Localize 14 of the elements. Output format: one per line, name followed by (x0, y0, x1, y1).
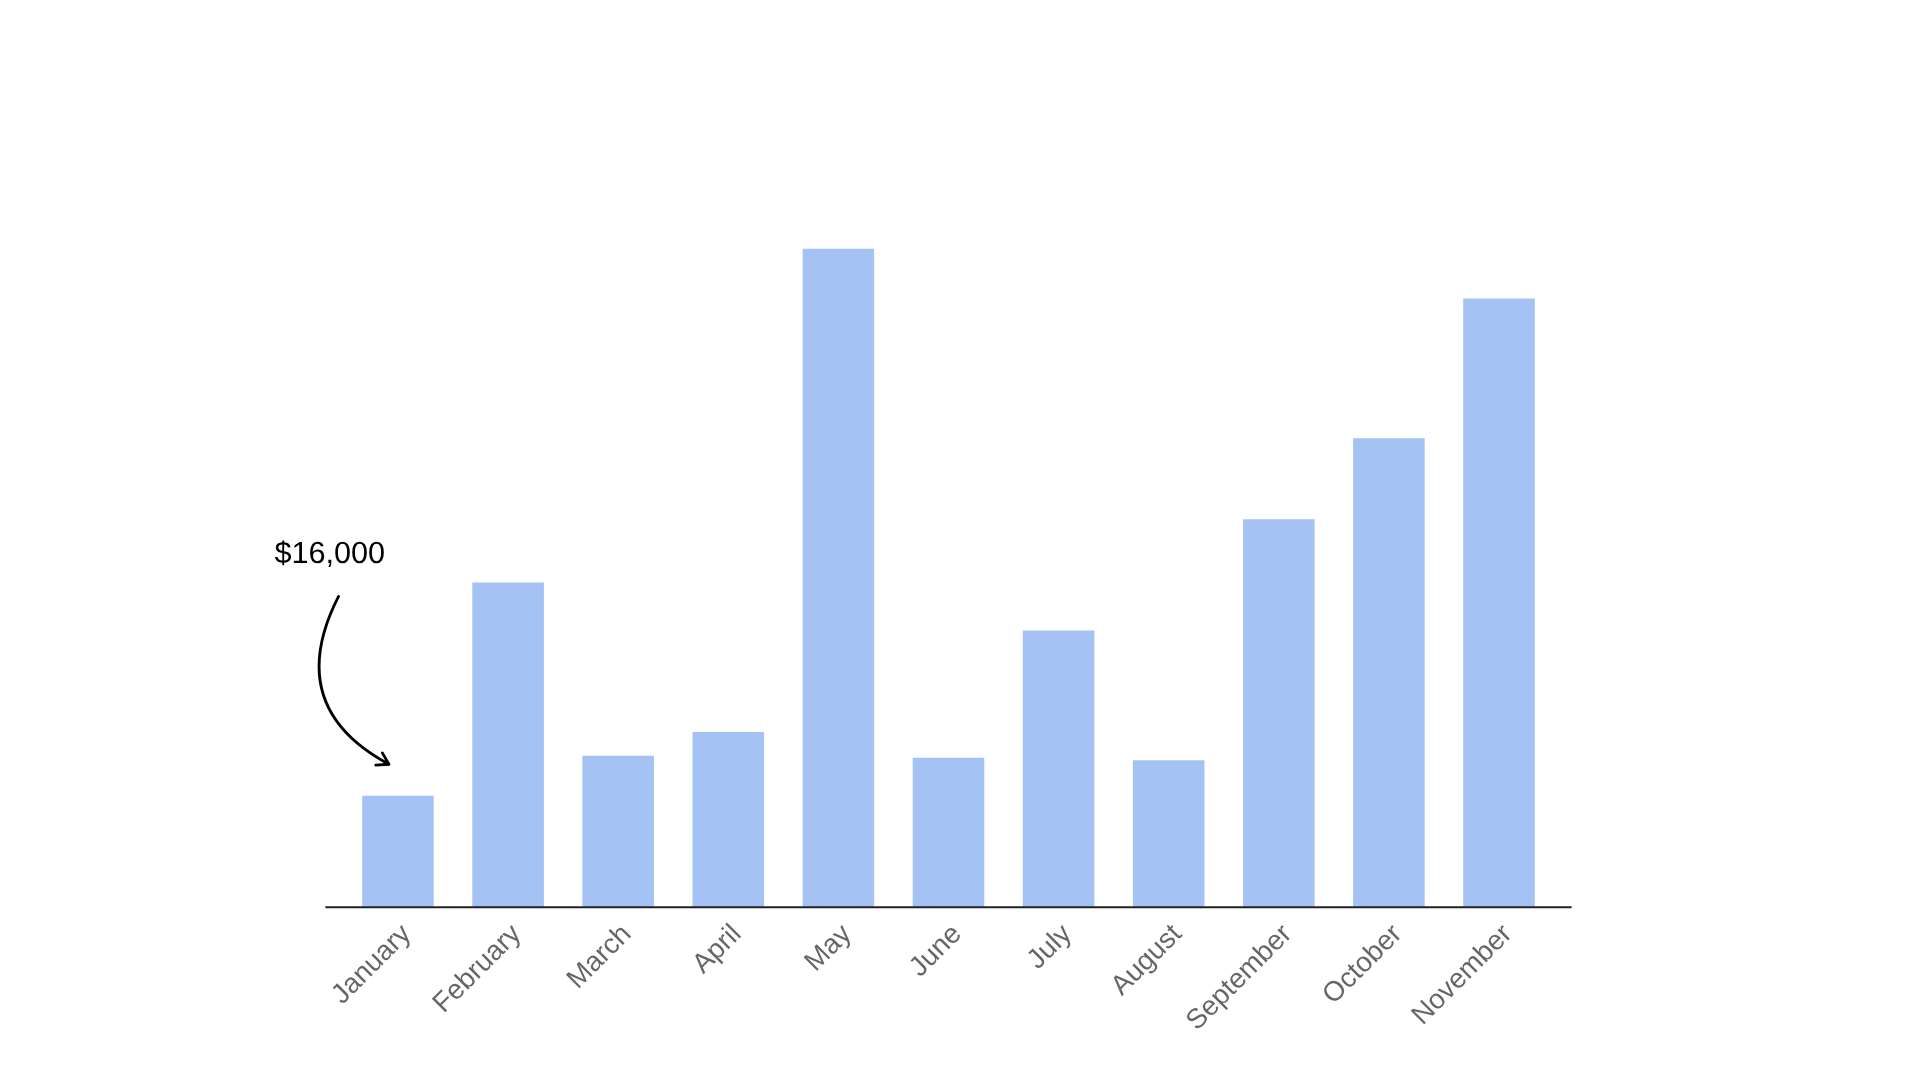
x-tick-label: July (1023, 921, 1077, 975)
bar (362, 795, 434, 908)
bar (1022, 630, 1095, 908)
bar (582, 755, 654, 908)
bar (802, 248, 875, 908)
x-tick-label: May (803, 921, 857, 975)
bar (912, 757, 985, 908)
bar (1353, 438, 1425, 908)
bar (472, 582, 544, 908)
bar (692, 731, 765, 908)
bar (1463, 298, 1535, 908)
bar (1132, 760, 1205, 908)
bar (1243, 519, 1315, 908)
annotation: $16,000 (274, 540, 384, 567)
